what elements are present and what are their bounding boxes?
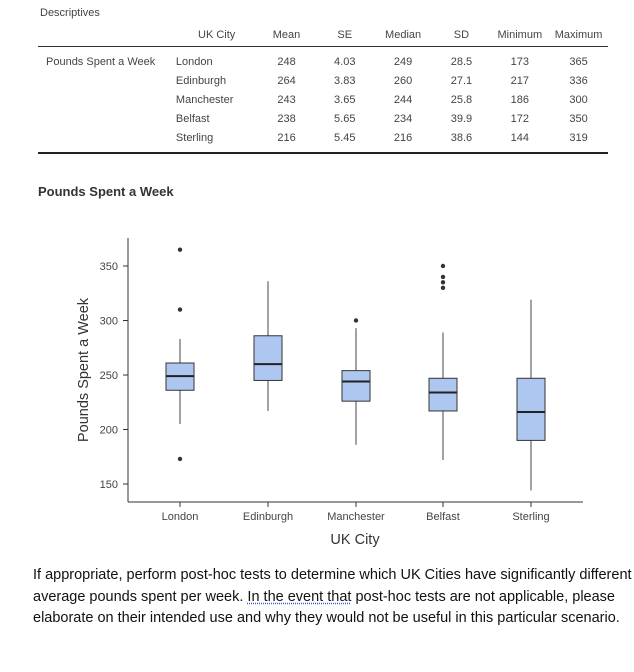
city-cell: Edinburgh — [175, 74, 227, 87]
column-header: SE — [315, 24, 374, 47]
x-tick-label: Belfast — [426, 511, 460, 523]
outlier-point — [177, 307, 183, 312]
column-header: Maximum — [549, 24, 608, 47]
sd-cell: 28.5 — [450, 55, 473, 68]
column-header: UK City — [175, 24, 258, 47]
max-cell: 336 — [569, 74, 588, 87]
y-tick-label: 200 — [100, 425, 118, 437]
column-header — [38, 24, 176, 47]
descriptives-title: Descriptives — [40, 7, 100, 19]
descriptives-table: UK City Mean SE Median SD Minimum Maximu… — [38, 24, 608, 154]
se-cell: 3.65 — [334, 93, 356, 106]
box-edinburgh — [253, 281, 283, 411]
max-cell: 300 — [569, 93, 588, 106]
question-part1: If appropriate, perform post-hoc tests t… — [33, 567, 632, 605]
table-row: Pounds Spent a Week London 248 4.03 249 … — [38, 47, 608, 72]
box-sterling — [516, 299, 546, 491]
table-row: Belfast 238 5.65 234 39.9 172 350 — [38, 109, 608, 128]
min-cell: 173 — [510, 55, 530, 68]
outlier-point — [353, 318, 359, 323]
max-cell: 365 — [569, 55, 588, 68]
city-cell: Belfast — [175, 112, 210, 125]
x-tick-label: London — [162, 511, 199, 523]
outlier-point — [177, 456, 183, 462]
sd-cell: 39.9 — [450, 112, 473, 125]
mean-cell: 264 — [277, 74, 296, 87]
city-cell: Sterling — [175, 131, 214, 144]
outlier-point — [440, 263, 446, 269]
column-header: Mean — [257, 24, 316, 47]
mean-cell: 216 — [277, 131, 296, 144]
question-marked-phrase: In the event that — [247, 588, 352, 605]
question-text: If appropriate, perform post-hoc tests t… — [33, 565, 633, 630]
se-cell: 5.65 — [334, 112, 356, 125]
sd-cell: 27.1 — [450, 74, 473, 87]
column-header: SD — [432, 24, 491, 47]
y-tick-label: 300 — [100, 316, 118, 328]
min-cell: 172 — [510, 112, 530, 125]
table-row: Manchester 243 3.65 244 25.8 186 300 — [38, 90, 608, 109]
x-axis-label: UK City — [330, 532, 380, 548]
se-cell: 5.45 — [334, 131, 356, 144]
y-axis-label: Pounds Spent a Week — [76, 297, 92, 442]
min-cell: 186 — [510, 93, 530, 106]
median-cell: 249 — [393, 55, 413, 68]
min-cell: 217 — [510, 74, 530, 87]
mean-cell: 248 — [277, 55, 296, 68]
iqr-box — [341, 370, 371, 402]
median-cell: 260 — [393, 74, 413, 87]
x-tick-label: Manchester — [327, 511, 385, 523]
chart-title: Pounds Spent a Week — [38, 184, 174, 199]
box-manchester — [341, 318, 371, 445]
table-header-row: UK City Mean SE Median SD Minimum Maximu… — [38, 24, 608, 47]
outlier-point — [440, 274, 446, 280]
max-cell: 350 — [569, 112, 588, 125]
sd-cell: 38.6 — [450, 131, 473, 144]
mean-cell: 238 — [277, 112, 296, 125]
column-header: Minimum — [490, 24, 550, 47]
iqr-box — [253, 335, 283, 381]
city-cell: Manchester — [175, 93, 234, 106]
question-part2: post-hoc tests are not applicable, pleas… — [33, 588, 620, 627]
y-tick-label: 250 — [100, 370, 118, 382]
mean-cell: 243 — [277, 93, 296, 106]
variable-label: Pounds Spent a Week — [46, 55, 156, 68]
median-cell: 234 — [393, 112, 413, 125]
outlier-point — [177, 247, 183, 252]
table-row: Edinburgh 264 3.83 260 27.1 217 336 — [38, 71, 608, 90]
box-belfast — [428, 263, 458, 461]
column-header: Median — [373, 24, 433, 47]
x-tick-label: Edinburgh — [243, 511, 293, 523]
median-cell: 216 — [393, 131, 413, 144]
iqr-box — [428, 377, 458, 412]
y-tick-label: 150 — [100, 479, 118, 491]
y-tick-label: 350 — [100, 261, 118, 273]
se-cell: 3.83 — [334, 74, 356, 87]
se-cell: 4.03 — [334, 55, 356, 68]
table-row: Sterling 216 5.45 216 38.6 144 319 — [38, 128, 608, 153]
boxplot-chart: 150 200 250 300 350 London Edinburgh Mancheste… — [76, 238, 583, 548]
box-london — [165, 247, 195, 462]
min-cell: 144 — [510, 131, 530, 144]
sd-cell: 25.8 — [450, 93, 473, 106]
x-tick-label: Sterling — [512, 511, 549, 523]
outlier-point — [440, 280, 446, 285]
outlier-point — [440, 285, 446, 290]
median-cell: 244 — [393, 93, 413, 106]
iqr-box — [516, 377, 546, 441]
max-cell: 319 — [569, 131, 588, 144]
city-cell: London — [175, 55, 213, 68]
